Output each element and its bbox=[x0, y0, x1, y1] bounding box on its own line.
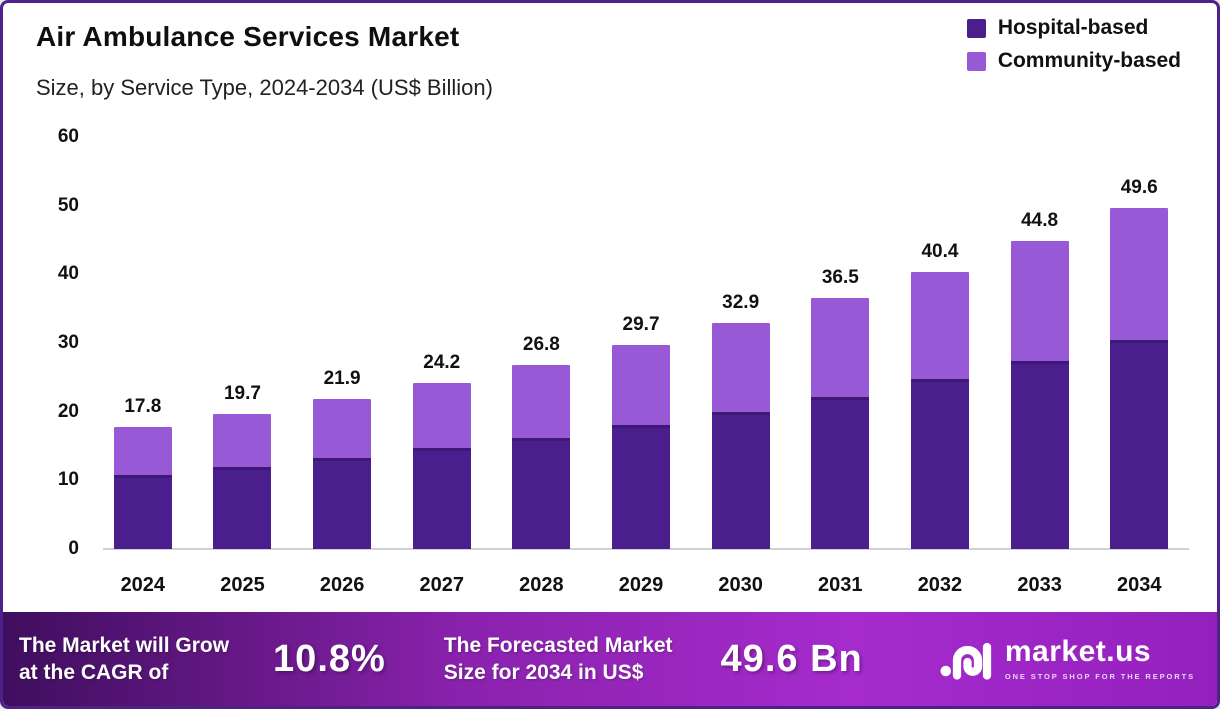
y-axis-tick: 40 bbox=[57, 263, 79, 285]
bar-segment-hospital-based bbox=[313, 458, 372, 549]
bar-segment-community-based bbox=[1110, 208, 1169, 341]
bar-segment-hospital-based bbox=[1010, 360, 1069, 549]
bar-total-label: 32.9 bbox=[722, 292, 760, 314]
bar-total-label: 24.2 bbox=[423, 351, 461, 373]
cagr-value: 10.8% bbox=[273, 637, 386, 680]
cagr-label: The Market will Grow at the CAGR of bbox=[19, 632, 229, 687]
bar-2029: 29.7 2029 bbox=[591, 137, 691, 596]
legend: Hospital-based Community-based bbox=[966, 16, 1181, 73]
legend-swatch-hospital-icon bbox=[966, 18, 986, 38]
bar-segment-hospital-based bbox=[412, 448, 471, 549]
x-axis-label: 2029 bbox=[618, 574, 664, 596]
bar-2026: 21.9 2026 bbox=[292, 137, 392, 596]
bar-2028: 26.8 2028 bbox=[492, 137, 592, 596]
x-axis-label: 2027 bbox=[419, 574, 464, 596]
legend-label: Hospital-based bbox=[997, 16, 1149, 39]
bar-total-label: 49.6 bbox=[1120, 177, 1158, 199]
bar-segment-community-based bbox=[612, 345, 671, 426]
bar-total-label: 44.8 bbox=[1021, 210, 1059, 232]
y-axis-tick: 30 bbox=[57, 332, 79, 353]
stacked-bar-chart: 17.8 2024 19.7 2025 21.9 2026 24.2 2027 26.8 2028… bbox=[3, 113, 1217, 613]
brand-name: market.us bbox=[1004, 635, 1152, 668]
cagr-label-line1: The Market will Grow bbox=[19, 633, 230, 657]
x-axis-label: 2026 bbox=[319, 574, 365, 596]
bar-segment-community-based bbox=[512, 364, 571, 438]
bar-segment-hospital-based bbox=[910, 379, 969, 549]
y-axis-tick: 0 bbox=[68, 538, 79, 559]
brand-logo: market.us ONE STOP SHOP FOR THE REPORTS bbox=[939, 632, 1195, 686]
page-title: Air Ambulance Services Market bbox=[36, 21, 460, 52]
bar-segment-hospital-based bbox=[512, 437, 571, 549]
bar-segment-hospital-based bbox=[113, 474, 172, 549]
bar-total-label: 40.4 bbox=[921, 240, 959, 262]
bar-2027: 24.2 2027 bbox=[392, 137, 492, 596]
forecast-value: 49.6 Bn bbox=[720, 637, 863, 680]
bar-total-label: 21.9 bbox=[323, 367, 361, 389]
page-subtitle: Size, by Service Type, 2024-2034 (US$ Bi… bbox=[36, 75, 493, 100]
bar-2033: 44.8 2033 bbox=[990, 137, 1090, 596]
x-axis-label: 2030 bbox=[718, 574, 763, 596]
bar-segment-community-based bbox=[910, 271, 969, 380]
legend-label: Community-based bbox=[997, 49, 1181, 72]
legend-item-community-based: Community-based bbox=[966, 49, 1181, 73]
bar-segment-hospital-based bbox=[1110, 340, 1169, 549]
footer-banner: The Market will Grow at the CAGR of 10.8… bbox=[3, 612, 1217, 706]
legend-item-hospital-based: Hospital-based bbox=[966, 16, 1181, 40]
bar-total-label: 19.7 bbox=[223, 382, 261, 404]
y-axis-tick: 50 bbox=[57, 194, 79, 216]
plot-area: 17.8 2024 19.7 2025 21.9 2026 24.2 2027 26.8 2028… bbox=[93, 137, 1189, 596]
bar-segment-hospital-based bbox=[711, 411, 770, 549]
bar-total-label: 29.7 bbox=[622, 314, 660, 336]
forecast-label-line1: The Forecasted Market bbox=[443, 633, 673, 657]
bar-segment-community-based bbox=[313, 398, 372, 459]
bar-total-label: 17.8 bbox=[124, 395, 162, 417]
x-axis-label: 2032 bbox=[917, 574, 963, 596]
x-axis-label: 2031 bbox=[818, 574, 863, 596]
bar-segment-community-based bbox=[1010, 241, 1069, 361]
x-axis-label: 2033 bbox=[1017, 574, 1062, 596]
bar-segment-community-based bbox=[711, 323, 770, 412]
bar-2031: 36.5 2031 bbox=[790, 137, 890, 596]
forecast-label: The Forecasted Market Size for 2034 in U… bbox=[444, 632, 673, 687]
bar-2030: 32.9 2030 bbox=[691, 137, 791, 596]
market-us-logo-icon bbox=[940, 642, 991, 680]
cagr-label-line2: at the CAGR of bbox=[19, 661, 169, 684]
x-axis-label: 2028 bbox=[519, 574, 564, 596]
bar-segment-hospital-based bbox=[811, 396, 870, 549]
bar-2032: 40.4 2032 bbox=[890, 137, 990, 596]
bar-2034: 49.6 2034 bbox=[1089, 137, 1189, 596]
x-axis-label: 2025 bbox=[220, 574, 265, 596]
bar-2024: 17.8 2024 bbox=[93, 137, 193, 596]
bar-total-label: 36.5 bbox=[821, 267, 859, 289]
bar-segment-hospital-based bbox=[213, 466, 272, 549]
x-axis-label: 2034 bbox=[1116, 574, 1162, 596]
bar-segment-community-based bbox=[811, 298, 870, 397]
forecast-label-line2: Size for 2034 in US$ bbox=[443, 661, 644, 684]
brand-tagline: ONE STOP SHOP FOR THE REPORTS bbox=[1004, 672, 1195, 681]
bar-2025: 19.7 2025 bbox=[193, 137, 293, 596]
y-axis-tick: 10 bbox=[57, 469, 79, 491]
bar-segment-community-based bbox=[412, 382, 471, 449]
y-axis-tick: 20 bbox=[57, 400, 79, 422]
x-axis-label: 2024 bbox=[120, 574, 166, 596]
brand-text: market.us ONE STOP SHOP FOR THE REPORTS bbox=[1004, 635, 1195, 682]
bar-total-label: 26.8 bbox=[522, 333, 560, 355]
legend-swatch-community-icon bbox=[966, 51, 986, 71]
bar-segment-community-based bbox=[213, 413, 272, 467]
x-axis-baseline bbox=[103, 548, 1189, 550]
bar-segment-community-based bbox=[113, 426, 172, 475]
bar-segment-hospital-based bbox=[612, 425, 671, 549]
y-axis-tick: 60 bbox=[57, 126, 79, 147]
